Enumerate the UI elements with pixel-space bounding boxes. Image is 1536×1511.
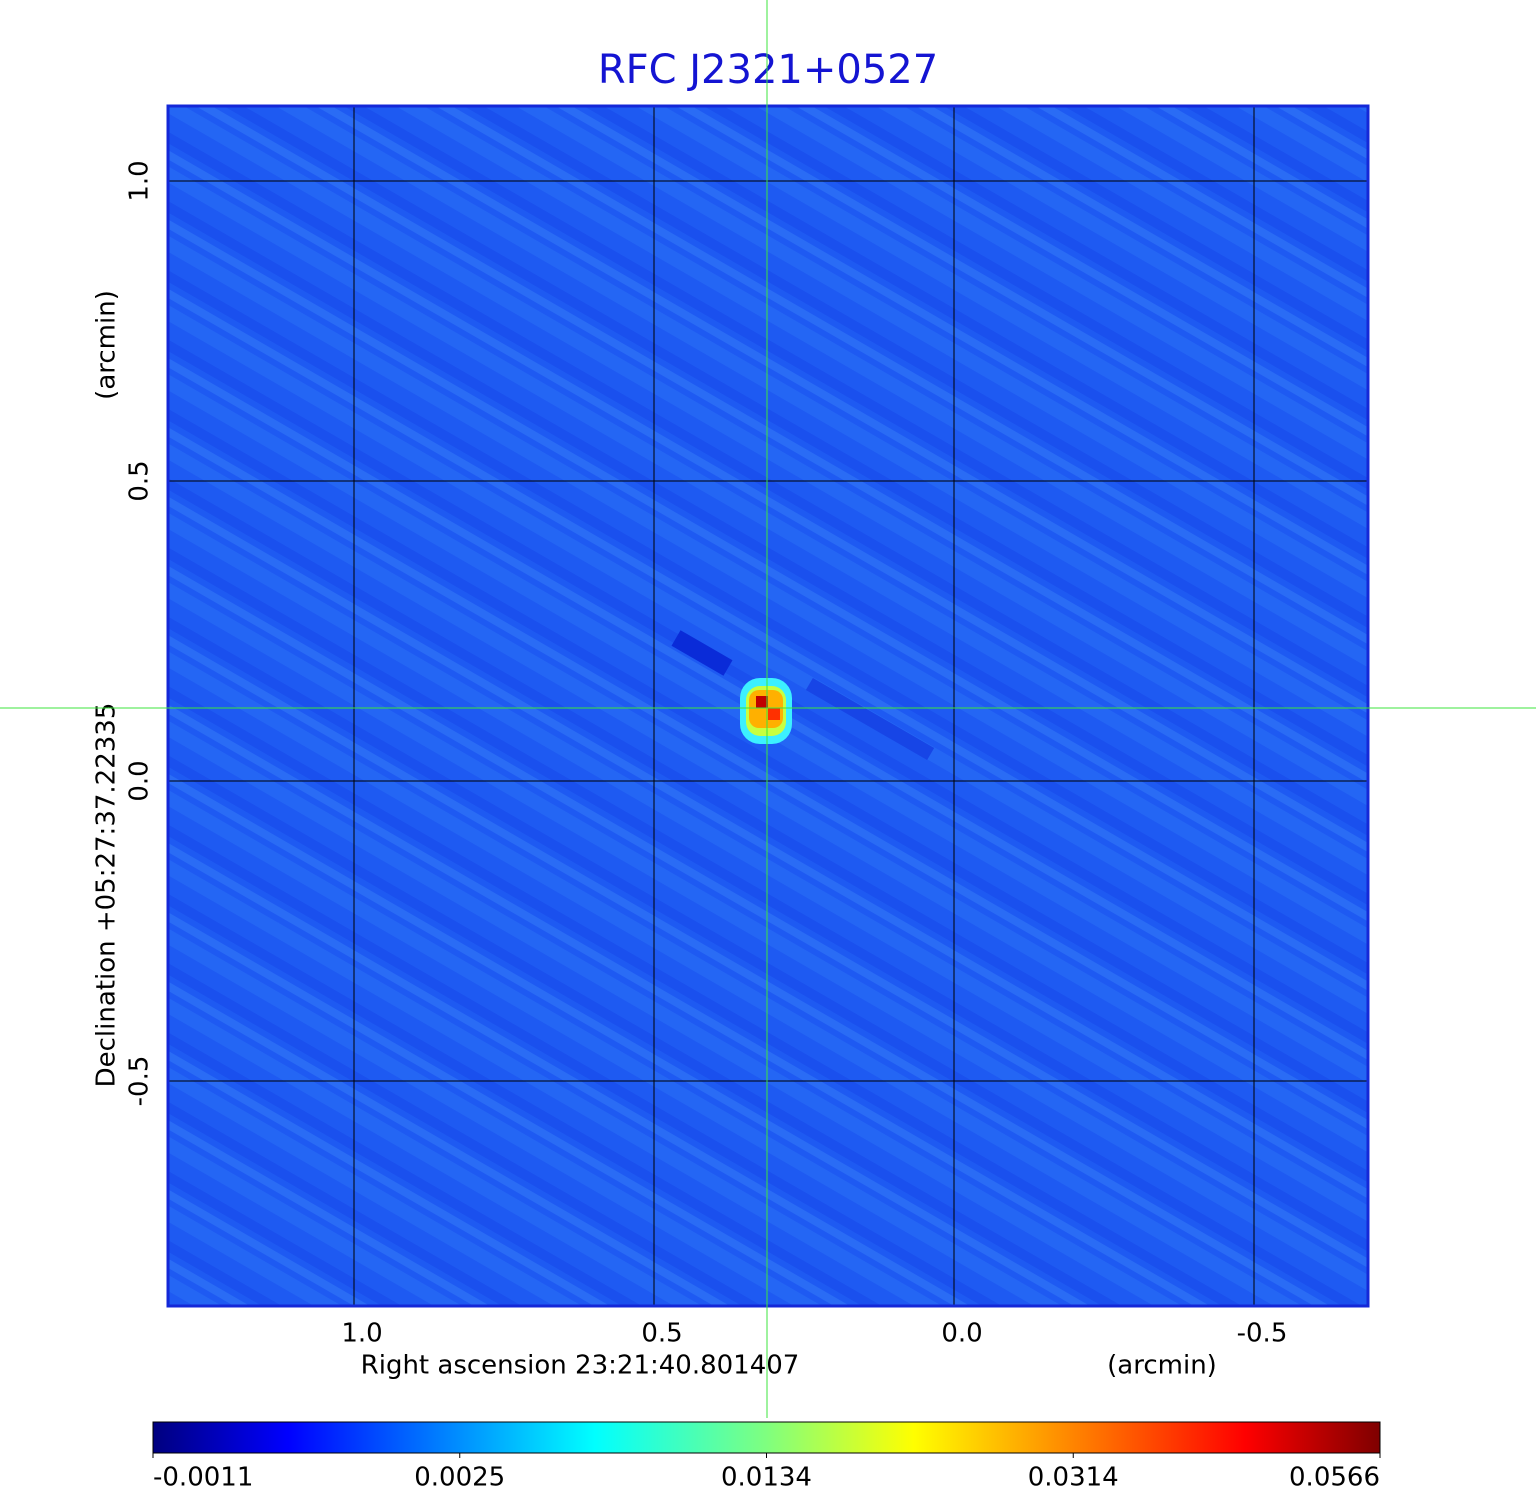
- colorbar-tick-label: 0.0134: [721, 1463, 812, 1493]
- frame: [166, 104, 1370, 1308]
- y-axis-label: Declination +05:27:37.22335: [92, 703, 122, 1088]
- y-axis-unit: (arcmin): [92, 290, 122, 400]
- chart-title: RFC J2321+0527: [598, 47, 938, 93]
- colorbar-tick-label: -0.0011: [153, 1463, 253, 1493]
- colorbar-tick-label: 0.0566: [1289, 1463, 1380, 1493]
- y-tick-label: 0.0: [125, 760, 155, 801]
- y-tick-label: 1.0: [125, 160, 155, 201]
- x-tick-label: 0.5: [641, 1319, 682, 1349]
- colorbar-ticks: -0.0011 0.0025 0.0134 0.0314 0.0566: [152, 1453, 1381, 1493]
- colorbar-tick-label: 0.0025: [414, 1463, 505, 1493]
- image-panel: [168, 106, 1368, 1306]
- x-tick-label: -0.5: [1237, 1319, 1288, 1349]
- x-axis-unit: (arcmin): [1107, 1351, 1217, 1381]
- y-tick-label: 0.5: [125, 460, 155, 501]
- colorbar: [152, 1421, 1381, 1454]
- grid: [168, 106, 1368, 1306]
- x-tick-label: 1.0: [341, 1319, 382, 1349]
- x-axis-label: Right ascension 23:21:40.801407: [361, 1351, 800, 1381]
- colorbar-tick-label: 0.0314: [1028, 1463, 1119, 1493]
- y-tick-label: -0.5: [125, 1056, 155, 1107]
- source: [671, 630, 935, 761]
- x-tick-label: 0.0: [941, 1319, 982, 1349]
